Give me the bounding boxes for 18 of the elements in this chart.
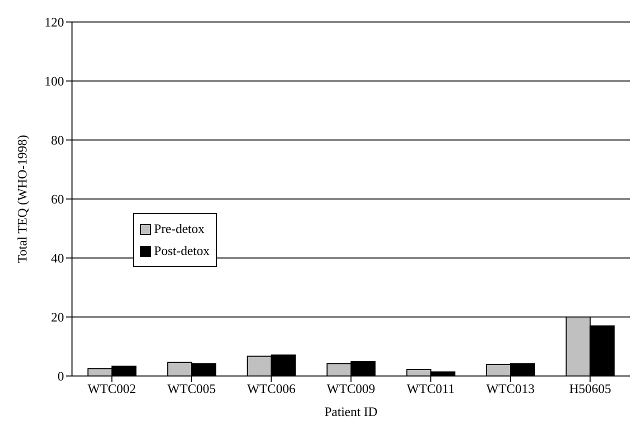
legend-label: Post-detox [154, 242, 210, 260]
x-tick-label: WTC002 [88, 381, 136, 396]
x-tick-label: WTC011 [406, 381, 455, 396]
x-axis-title: Patient ID [324, 404, 378, 419]
y-tick-label: 20 [51, 310, 64, 325]
x-tick-label: WTC005 [167, 381, 216, 396]
x-tick-label: H50605 [569, 381, 612, 396]
x-tick-label: WTC013 [486, 381, 535, 396]
legend-label: Pre-detox [154, 220, 205, 238]
y-tick-label: 40 [51, 250, 64, 266]
y-axis-title: Total TEQ (WHO-1998) [14, 134, 30, 264]
y-tick-label: 60 [51, 192, 64, 207]
x-tick-label: WTC006 [247, 381, 296, 396]
y-tick-label: 0 [58, 368, 64, 384]
x-tick-label: WTC009 [326, 381, 376, 396]
y-tick-label: 120 [44, 14, 64, 30]
y-tick-label: 80 [51, 132, 64, 148]
y-tick-label: 100 [44, 74, 64, 89]
